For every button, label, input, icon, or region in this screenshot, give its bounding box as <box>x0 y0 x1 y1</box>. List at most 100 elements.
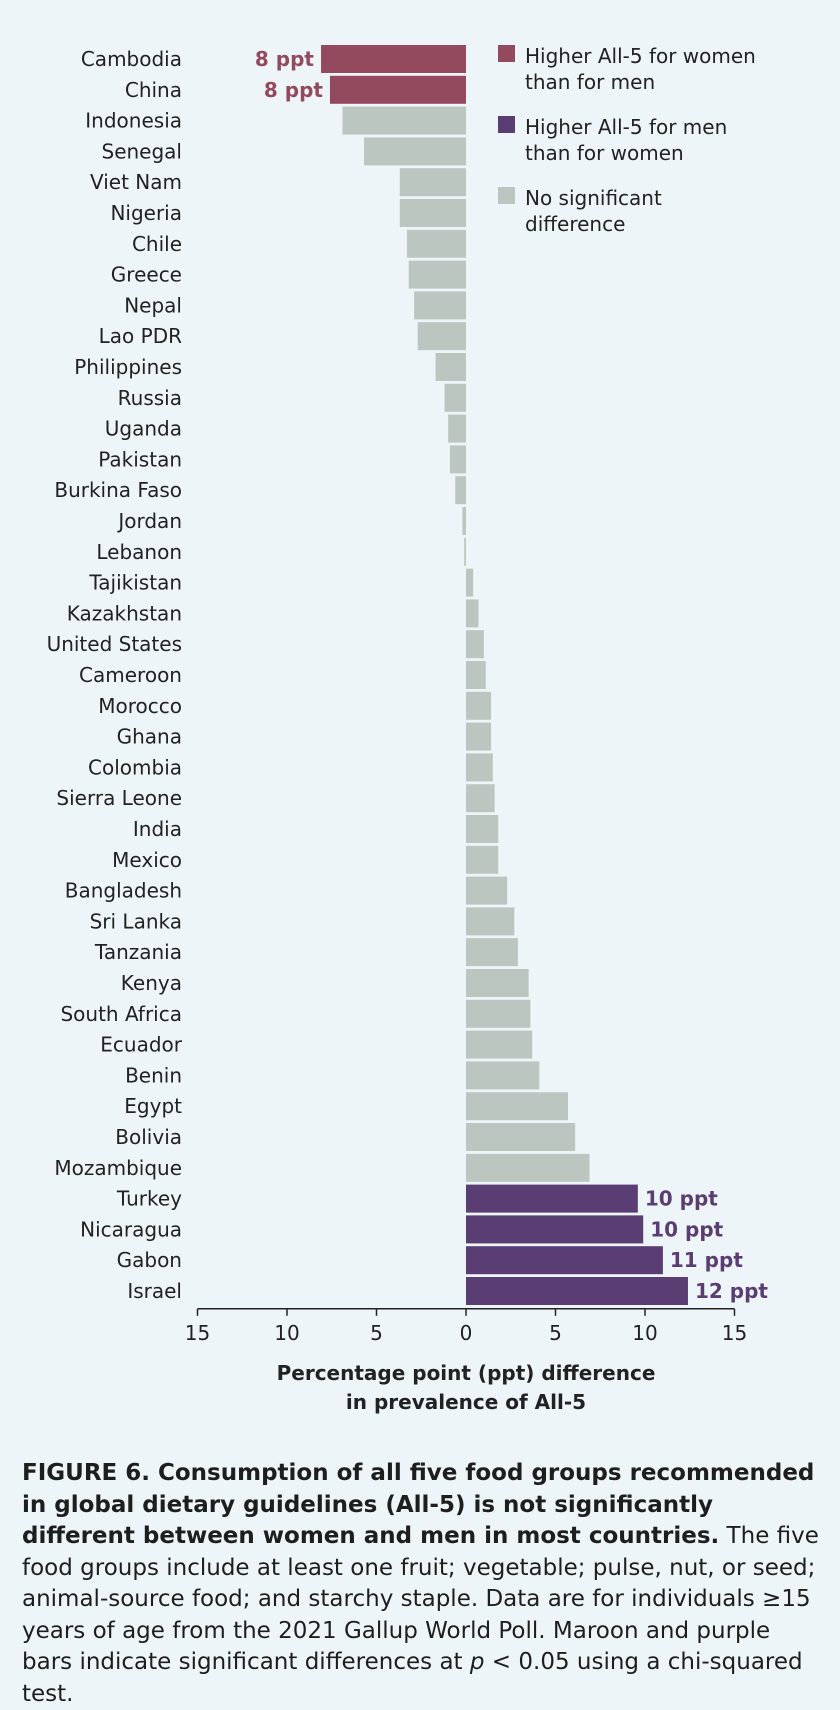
category-label: Lao PDR <box>99 324 182 348</box>
data-label: 8 ppt <box>264 78 324 102</box>
category-label: Russia <box>118 386 182 410</box>
category-label: Cambodia <box>81 47 182 71</box>
legend-swatch <box>498 187 515 204</box>
legend-label-line2: difference <box>525 212 625 236</box>
bar <box>449 445 466 474</box>
category-label: Indonesia <box>85 109 182 133</box>
bar <box>448 414 466 443</box>
legend-label-line1: No significant <box>525 186 662 210</box>
x-tick-label: 5 <box>370 1321 383 1345</box>
bar <box>329 75 466 104</box>
bar <box>435 353 466 381</box>
bar <box>466 1184 638 1213</box>
legend-swatch <box>498 45 515 62</box>
bar <box>414 291 466 320</box>
caption-body: The five food groups include at least on… <box>22 1523 819 1675</box>
legend-swatch <box>498 116 515 133</box>
category-label: Viet Nam <box>90 170 182 194</box>
category-label: Tanzania <box>94 940 182 964</box>
category-label: Bolivia <box>115 1125 182 1149</box>
bar <box>464 537 466 566</box>
category-label: Uganda <box>105 417 182 441</box>
category-label: Pakistan <box>98 447 182 471</box>
category-label: Colombia <box>88 755 182 779</box>
category-label: Nicaragua <box>80 1217 182 1241</box>
category-label: Lebanon <box>96 540 182 564</box>
bar <box>466 784 495 813</box>
x-tick-label: 0 <box>460 1321 473 1345</box>
x-axis-title-line2: in prevalence of All-5 <box>346 1390 586 1414</box>
caption-title: FIGURE 6. Consumption of all five food g… <box>22 1460 815 1549</box>
bar <box>466 1123 576 1151</box>
category-label: Egypt <box>124 1094 182 1118</box>
bar <box>321 45 466 73</box>
category-label: Turkey <box>116 1187 182 1211</box>
caption-p-symbol: p <box>469 1649 485 1675</box>
bar <box>466 845 499 874</box>
legend-label-line2: than for women <box>525 141 684 165</box>
category-label: Chile <box>132 232 182 256</box>
bar <box>466 568 474 597</box>
bar <box>466 753 493 782</box>
data-labels: 8 ppt 8 ppt 10 ppt 10 ppt 11 ppt 12 ppt <box>255 47 768 1303</box>
x-tick-label: 15 <box>722 1321 747 1345</box>
category-label: Ecuador <box>100 1033 182 1057</box>
x-axis: 15 10 5 0 5 10 15 <box>185 1308 747 1345</box>
bar <box>466 722 492 751</box>
bar <box>466 691 492 720</box>
category-label: Philippines <box>74 355 182 379</box>
category-label: Israel <box>127 1279 182 1303</box>
category-label: Sierra Leone <box>56 786 182 810</box>
bars-group <box>321 45 688 1305</box>
bar <box>466 1092 569 1121</box>
category-label: Benin <box>125 1063 182 1087</box>
category-label: Cameroon <box>79 663 182 687</box>
bar <box>466 907 515 936</box>
category-label: Mozambique <box>54 1156 182 1180</box>
category-label: Kenya <box>121 971 182 995</box>
bar <box>466 999 531 1028</box>
x-tick-label: 10 <box>632 1321 657 1345</box>
bar <box>466 938 518 967</box>
bar <box>466 1030 533 1059</box>
data-label: 12 ppt <box>695 1279 768 1303</box>
bar <box>466 969 529 997</box>
bar <box>417 322 466 351</box>
bar <box>455 476 466 505</box>
x-tick-label: 10 <box>274 1321 299 1345</box>
x-tick-label: 5 <box>549 1321 562 1345</box>
category-label: Nigeria <box>110 201 182 225</box>
category-label: Tajikistan <box>88 571 182 595</box>
category-labels: Cambodia China Indonesia Senegal Viet Nam Nig… <box>47 47 183 1303</box>
bar <box>466 815 499 843</box>
category-label: Burkina Faso <box>54 478 182 502</box>
category-label: Ghana <box>117 725 182 749</box>
category-label: Greece <box>111 263 182 287</box>
x-axis-title-line1: Percentage point (ppt) difference <box>277 1361 656 1385</box>
category-label: Bangladesh <box>65 879 182 903</box>
chart: Cambodia China Indonesia Senegal Viet Nam Nig… <box>47 44 769 1414</box>
bar <box>363 137 466 166</box>
legend-label-line1: Higher All-5 for men <box>525 115 727 139</box>
category-label: United States <box>47 632 182 656</box>
data-label: 8 ppt <box>255 47 315 71</box>
bar <box>408 260 466 289</box>
category-label: South Africa <box>60 1002 182 1026</box>
bar <box>466 661 486 689</box>
category-label: Mexico <box>112 848 182 872</box>
bar <box>466 876 508 905</box>
category-label: Gabon <box>117 1248 182 1272</box>
bar <box>466 1277 688 1305</box>
bar <box>399 199 466 227</box>
bar <box>466 1061 540 1090</box>
bar <box>466 1215 644 1244</box>
data-label: 11 ppt <box>670 1248 743 1272</box>
category-label: Sri Lanka <box>90 909 182 933</box>
category-label: India <box>133 817 182 841</box>
category-label: Nepal <box>124 293 182 317</box>
x-tick-label: 15 <box>185 1321 210 1345</box>
category-label: China <box>125 78 182 102</box>
bar <box>444 383 466 412</box>
bar <box>399 168 466 197</box>
